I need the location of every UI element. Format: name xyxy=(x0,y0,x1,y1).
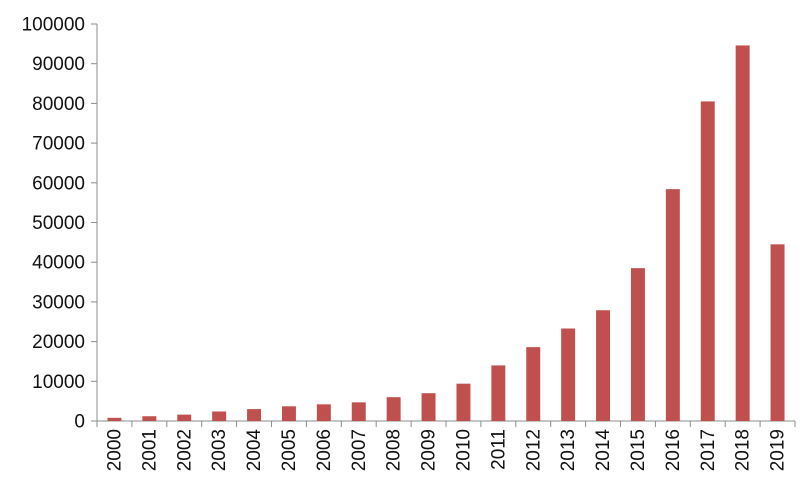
bar-2018 xyxy=(735,45,750,422)
y-tick-label: 40000 xyxy=(32,253,85,274)
bar-2017 xyxy=(700,101,715,421)
bars xyxy=(107,45,785,422)
x-tick-label: 2004 xyxy=(244,429,265,472)
x-tick-label: 2002 xyxy=(174,429,195,471)
bar-2005 xyxy=(281,406,296,421)
x-tick-label: 2013 xyxy=(558,429,579,471)
y-tick-label: 60000 xyxy=(32,173,85,194)
bar-2014 xyxy=(596,310,611,421)
y-tick-label: 50000 xyxy=(32,213,85,234)
x-tick-label: 2007 xyxy=(349,429,370,471)
bar-2003 xyxy=(212,411,227,421)
bar-2015 xyxy=(630,268,645,421)
bar-2013 xyxy=(561,328,576,421)
x-tick-label: 2018 xyxy=(733,429,754,471)
y-tick-label: 0 xyxy=(74,412,85,433)
bar-2011 xyxy=(491,365,506,421)
bar-2000 xyxy=(107,417,122,421)
x-tick-label: 2012 xyxy=(523,429,544,471)
y-tick-label: 90000 xyxy=(32,54,85,75)
bar-2016 xyxy=(665,189,680,421)
bar-2006 xyxy=(316,404,331,421)
y-tick-label: 100000 xyxy=(22,15,85,36)
y-tick-label: 10000 xyxy=(32,372,85,393)
y-tick-label: 80000 xyxy=(32,94,85,115)
x-tick-label: 2016 xyxy=(663,429,684,471)
y-tick-label: 30000 xyxy=(32,292,85,313)
bar-2007 xyxy=(351,402,366,421)
bar-2001 xyxy=(142,416,157,421)
x-tick-label: 2009 xyxy=(419,429,440,471)
x-tick-label: 2000 xyxy=(104,429,125,471)
x-axis: 2000 2001 2002 2003 2004 2005 2006 2007 2008 2009… xyxy=(96,420,796,472)
bar-2019 xyxy=(770,244,785,421)
bar-2002 xyxy=(177,414,192,421)
bar-2012 xyxy=(526,347,541,421)
x-tick-label: 2005 xyxy=(279,429,300,471)
x-tick-label: 2019 xyxy=(768,429,789,471)
bar-2008 xyxy=(386,397,401,421)
bar-2004 xyxy=(247,409,262,421)
y-tick-label: 20000 xyxy=(32,332,85,353)
y-tick-label: 70000 xyxy=(32,134,85,155)
x-tick-label: 2017 xyxy=(698,429,719,471)
bar-2009 xyxy=(421,393,436,421)
y-axis: 0 10000 20000 30000 40000 50000 60000 70000 8000… xyxy=(22,15,98,433)
x-tick-label: 2001 xyxy=(139,429,160,471)
x-tick-label: 2006 xyxy=(314,429,335,471)
x-tick-label: 2011 xyxy=(488,429,509,470)
x-tick-label: 2008 xyxy=(384,429,405,471)
x-tick-label: 2015 xyxy=(628,429,649,471)
x-tick-label: 2014 xyxy=(593,429,614,472)
bar-2010 xyxy=(456,383,471,421)
x-tick-label: 2010 xyxy=(453,429,474,471)
x-tick-label: 2003 xyxy=(209,429,230,471)
